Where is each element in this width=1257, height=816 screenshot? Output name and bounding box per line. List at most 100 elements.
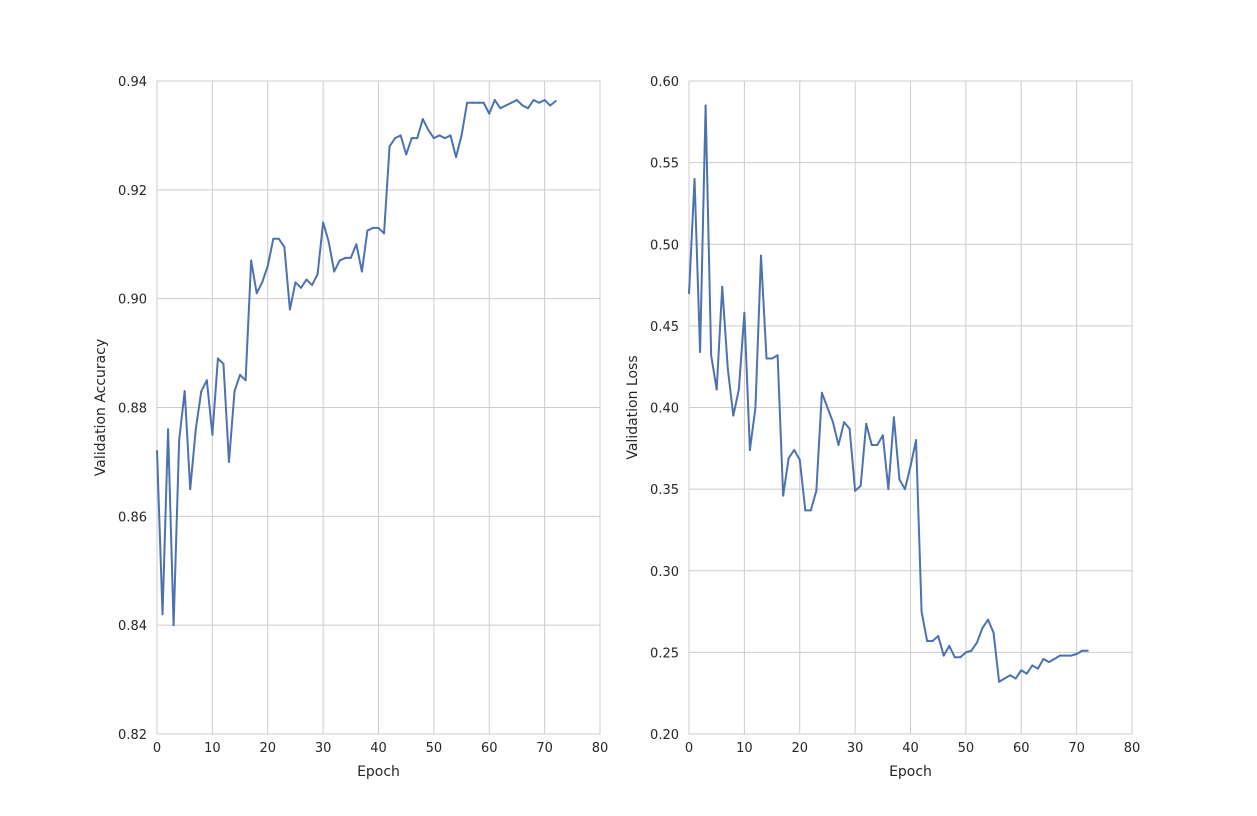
accuracy-data-point [527,107,530,110]
accuracy-series-line [156,99,557,627]
accuracy-data-point [504,104,507,107]
accuracy-data-point [333,270,336,273]
loss-data-point [898,478,901,481]
loss-x-axis-label: Epoch [889,764,932,780]
accuracy-data-point [366,229,369,232]
accuracy-data-point [250,259,253,262]
accuracy-data-point [360,270,363,273]
loss-y-tick-label: 0.40 [650,402,679,417]
accuracy-y-tick-label: 0.88 [118,402,147,417]
loss-data-point [710,354,713,357]
accuracy-data-point [438,134,441,137]
loss-x-tick-labels: 0 10 20 30 40 50 60 70 80 [685,741,1140,756]
accuracy-data-point [554,100,557,103]
loss-data-point [970,649,973,652]
accuracy-data-point [316,273,319,276]
loss-data-point [759,254,762,257]
loss-data-point [876,444,879,447]
loss-y-tick-label: 0.35 [650,483,679,498]
loss-x-tick-label: 10 [736,741,753,756]
accuracy-x-tick-label: 0 [153,741,161,756]
accuracy-y-tick-label: 0.84 [118,619,147,634]
accuracy-data-point [327,240,330,243]
loss-data-point [837,444,840,447]
accuracy-data-point [482,101,485,104]
loss-data-point [1036,667,1039,670]
accuracy-y-tick-label: 0.94 [118,75,147,90]
loss-y-tick-label: 0.60 [650,75,679,90]
accuracy-x-tick-label: 70 [536,741,553,756]
accuracy-data-point [460,134,463,137]
accuracy-data-point [189,488,192,491]
accuracy-y-axis-label: Validation Accuracy [93,339,109,477]
loss-data-point [998,680,1001,683]
loss-x-tick-label: 20 [791,741,808,756]
loss-data-point [1042,657,1045,660]
loss-data-point [776,354,779,357]
loss-data-point [721,285,724,288]
accuracy-data-point [394,137,397,140]
accuracy-data-point [466,101,469,104]
accuracy-x-tick-label: 40 [370,741,387,756]
loss-x-tick-label: 80 [1124,741,1141,756]
loss-data-point [1053,657,1056,660]
accuracy-data-point [499,107,502,110]
accuracy-data-point [322,221,325,224]
accuracy-data-point [493,99,496,102]
loss-data-point [870,444,873,447]
accuracy-data-point [410,137,413,140]
accuracy-data-point [205,379,208,382]
accuracy-data-point [416,137,419,140]
loss-data-point [909,465,912,468]
accuracy-plot-frame [156,80,601,735]
accuracy-data-point [294,281,297,284]
loss-x-tick-label: 60 [1013,741,1030,756]
accuracy-data-point [510,101,513,104]
accuracy-data-point [167,428,170,431]
accuracy-x-tick-label: 20 [259,741,276,756]
loss-y-tick-labels: 0.20 0.25 0.30 0.35 0.40 0.45 0.50 0.55 0.60 [650,75,679,743]
accuracy-data-point [272,237,275,240]
accuracy-data-point [216,357,219,360]
loss-data-point [804,509,807,512]
accuracy-y-tick-label: 0.82 [118,728,147,743]
loss-y-axis-label: Validation Loss [625,355,641,459]
loss-data-point [782,494,785,497]
loss-data-point [1025,672,1028,675]
loss-data-point [688,292,690,295]
loss-data-point [737,388,740,391]
accuracy-data-point [388,145,391,148]
loss-data-point [937,635,940,638]
loss-data-point [931,639,934,642]
accuracy-data-point [377,226,380,229]
loss-data-point [859,484,862,487]
loss-data-point [843,421,846,424]
loss-data-point [1031,664,1034,667]
chart-loss: 0 10 20 30 40 50 60 70 80 0.200.250.300.350.400.… [625,75,1140,780]
loss-data-point [820,391,823,394]
accuracy-data-point [311,284,314,287]
loss-data-points [688,104,1089,683]
loss-data-point [809,509,812,512]
accuracy-data-point [200,390,203,393]
accuracy-y-tick-label: 0.90 [118,293,147,308]
loss-data-point [748,448,751,451]
accuracy-data-point [288,308,291,311]
accuracy-data-point [161,613,164,616]
loss-data-point [987,618,990,621]
accuracy-y-tick-label: 0.86 [118,510,147,525]
loss-x-tick-label: 50 [958,741,975,756]
loss-data-point [798,458,801,461]
loss-x-tick-label: 30 [847,741,864,756]
loss-data-point [1081,649,1084,652]
accuracy-data-point [266,265,269,268]
loss-data-point [765,357,768,360]
accuracy-x-tick-label: 10 [204,741,221,756]
accuracy-data-point [261,281,264,284]
accuracy-data-point [349,256,352,259]
loss-data-point [915,439,918,442]
accuracy-data-point [427,128,430,131]
accuracy-data-point [244,379,247,382]
accuracy-data-point [538,101,541,104]
accuracy-data-point [421,118,424,121]
